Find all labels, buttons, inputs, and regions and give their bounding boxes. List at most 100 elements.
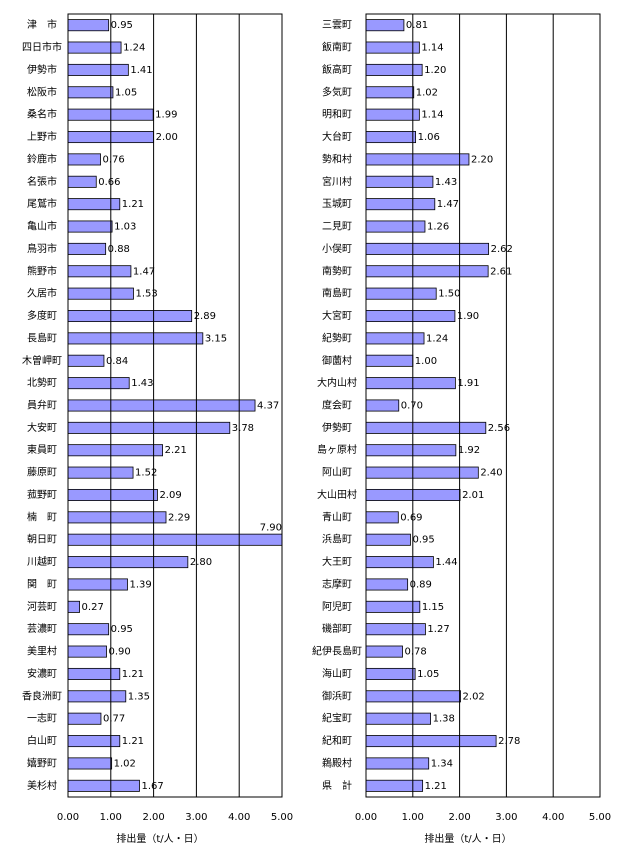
category-label: 紀宝町 xyxy=(322,712,352,725)
bar xyxy=(366,600,421,613)
value-label: 2.01 xyxy=(462,490,484,501)
category-label: 桑名市 xyxy=(27,108,57,121)
category-label: 阿山町 xyxy=(322,467,352,479)
category-label: 志摩町 xyxy=(322,577,352,590)
bar xyxy=(68,444,163,457)
bar xyxy=(68,466,134,479)
bar xyxy=(366,757,430,770)
value-label: 1.26 xyxy=(427,222,449,233)
category-label: 磯部町 xyxy=(322,622,352,635)
bar xyxy=(68,488,158,501)
bar xyxy=(68,645,107,658)
bar xyxy=(366,578,409,591)
x-tick-label: 1.00 xyxy=(402,812,424,823)
category-label: 河芸町 xyxy=(27,600,57,613)
bar xyxy=(366,421,487,434)
value-label: 1.21 xyxy=(122,736,144,747)
value-label: 3.78 xyxy=(232,423,254,434)
value-label: 1.43 xyxy=(131,378,153,389)
category-label: 飯南町 xyxy=(322,41,352,54)
plot-border xyxy=(67,13,283,798)
category-label: 紀和町 xyxy=(322,734,352,747)
bar xyxy=(366,779,424,792)
bar xyxy=(68,377,130,390)
bar xyxy=(68,578,128,591)
bar xyxy=(366,108,420,121)
bar xyxy=(68,287,134,300)
value-label: 1.02 xyxy=(416,87,438,98)
bar xyxy=(366,533,411,546)
bar xyxy=(366,623,426,636)
category-label: 嬉野町 xyxy=(27,756,57,769)
bar xyxy=(68,153,101,166)
category-label: 伊勢町 xyxy=(322,421,352,434)
x-axis-label: 排出量（t/人・日） xyxy=(116,832,203,845)
bar xyxy=(366,332,425,345)
bar xyxy=(68,511,167,524)
category-label: 関 町 xyxy=(27,578,57,590)
category-label: 美杉村 xyxy=(27,779,57,792)
value-label: 2.61 xyxy=(490,266,512,277)
category-label: 阿児町 xyxy=(322,601,352,613)
bar xyxy=(68,354,105,367)
bar xyxy=(68,690,127,703)
bar xyxy=(68,556,189,569)
value-label: 0.78 xyxy=(405,647,427,658)
category-label: 勢和村 xyxy=(322,152,352,165)
category-label: 藤原町 xyxy=(27,467,57,479)
bar xyxy=(366,466,479,479)
bar xyxy=(68,310,193,323)
category-label: 島ヶ原村 xyxy=(317,443,357,456)
value-label: 0.95 xyxy=(111,624,133,635)
value-label: 2.21 xyxy=(165,445,187,456)
category-label: 芸濃町 xyxy=(27,622,57,635)
bar xyxy=(366,41,420,54)
value-label: 4.37 xyxy=(257,401,279,412)
value-label: 1.14 xyxy=(421,43,443,54)
value-label: 2.80 xyxy=(190,557,212,568)
x-tick-label: 1.00 xyxy=(100,812,122,823)
category-label: 津 市 xyxy=(27,18,57,31)
value-label: 1.90 xyxy=(457,311,479,322)
value-label: 1.99 xyxy=(155,110,177,121)
value-label: 2.20 xyxy=(471,154,493,165)
value-label: 0.89 xyxy=(410,579,432,590)
category-label: 海山町 xyxy=(322,667,352,680)
bar xyxy=(68,712,102,725)
x-tick-label: 3.00 xyxy=(185,812,207,823)
bar xyxy=(366,19,405,32)
value-label: 1.24 xyxy=(426,333,448,344)
category-label: 大台町 xyxy=(322,130,352,143)
category-label: 南島町 xyxy=(322,287,352,300)
category-label: 鳥羽市 xyxy=(27,242,57,255)
value-label: 0.69 xyxy=(400,512,422,523)
category-label: 木曽岬町 xyxy=(22,354,62,367)
category-label: 御浜町 xyxy=(322,689,352,702)
value-label: 1.00 xyxy=(415,356,437,367)
category-label: 県 計 xyxy=(322,779,352,792)
category-label: 川越町 xyxy=(27,555,57,568)
value-label: 1.03 xyxy=(114,222,136,233)
category-label: 上野市 xyxy=(27,130,57,143)
bar xyxy=(366,198,436,211)
category-label: 鵜殿村 xyxy=(322,756,352,769)
bar xyxy=(68,86,114,99)
category-label: 美里村 xyxy=(27,645,57,658)
category-label: 熊野市 xyxy=(27,264,57,277)
value-label: 2.89 xyxy=(194,311,216,322)
value-label: 0.84 xyxy=(106,356,128,367)
bar xyxy=(366,712,431,725)
value-label: 1.14 xyxy=(421,110,443,121)
value-label: 1.05 xyxy=(115,87,137,98)
bar xyxy=(68,220,113,233)
value-label: 1.35 xyxy=(128,691,150,702)
bar xyxy=(68,757,113,770)
value-label: 1.44 xyxy=(435,557,457,568)
bar xyxy=(366,242,490,255)
bar xyxy=(366,265,489,278)
category-label: 四日市市 xyxy=(22,41,62,54)
bar xyxy=(366,645,403,658)
bar xyxy=(68,265,132,278)
category-label: 香良洲町 xyxy=(22,689,62,702)
